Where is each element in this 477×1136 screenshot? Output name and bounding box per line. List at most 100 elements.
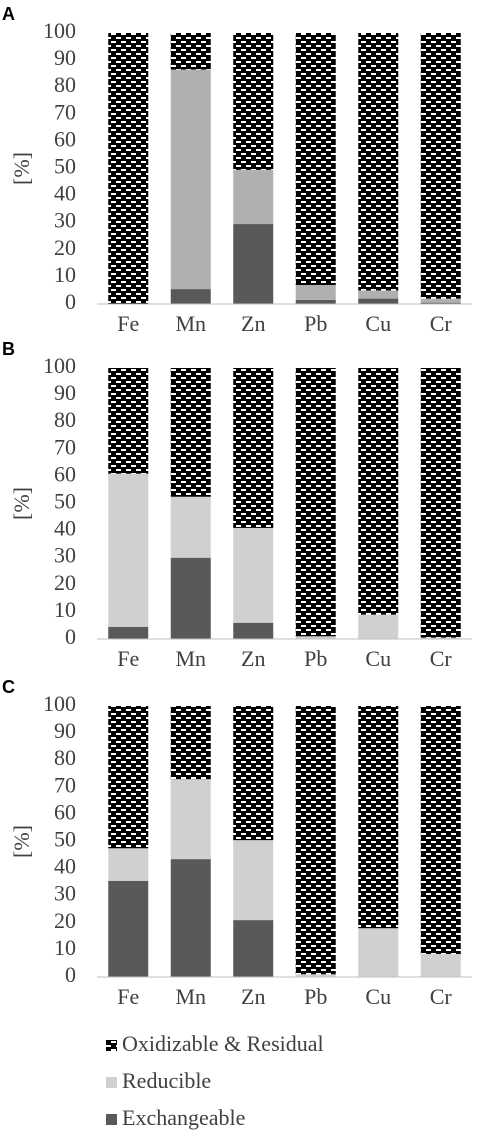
bar-segment [420,33,461,299]
legend-label: Exchangeable [122,1105,245,1130]
y-tick-label: 100 [43,691,76,716]
bar-segment [170,33,211,70]
y-tick-label: 100 [43,18,76,43]
y-tick-label: 10 [54,935,76,960]
y-tick-label: 60 [54,799,76,824]
y-tick-label: 80 [54,407,76,432]
bar-segment [233,368,274,528]
x-tick-label: Zn [241,646,265,671]
y-tick-label: 0 [65,289,76,314]
bar-segment [108,880,149,977]
y-tick-label: 0 [65,962,76,987]
bar-segment [420,637,461,639]
x-tick-label: Cr [430,646,453,671]
bar-segment [108,626,149,639]
y-tick-label: 80 [54,745,76,770]
y-tick-label: 80 [54,72,76,97]
y-tick-label: 40 [54,854,76,879]
bar-segment [358,368,399,615]
x-tick-label: Fe [117,984,139,1009]
y-tick-label: 70 [54,772,76,797]
bar-segment [108,473,149,627]
x-tick-label: Fe [117,311,139,336]
bar-segment [170,368,211,497]
y-tick-label: 30 [54,543,76,568]
y-tick-label: 40 [54,181,76,206]
y-axis-label: [%] [9,152,34,185]
x-tick-label: Cr [430,311,453,336]
bar-segment [358,614,399,639]
bar-segment [295,299,336,304]
bar-segment [295,33,336,286]
bar-segment [170,779,211,860]
legend-swatch [106,1077,117,1088]
bar-segment [233,622,274,639]
bar-segment [108,848,149,881]
bar-segment [420,368,461,638]
panel-label: B [2,339,15,359]
bar-segment [170,859,211,977]
y-tick-label: 60 [54,126,76,151]
y-tick-label: 40 [54,516,76,541]
bar-segment [233,33,274,170]
bar-segment [358,706,399,929]
y-tick-label: 90 [54,45,76,70]
x-tick-label: Cu [365,984,391,1009]
panel-label: C [2,677,15,697]
y-tick-label: 20 [54,570,76,595]
bar-segment [295,368,336,637]
y-tick-label: 70 [54,434,76,459]
bar-segment [420,953,461,977]
y-tick-label: 30 [54,881,76,906]
bar-segment [295,974,336,977]
bar-segment [170,69,211,290]
bar-segment [170,289,211,304]
x-tick-label: Mn [175,984,206,1009]
y-tick-label: 100 [43,353,76,378]
bar-segment [420,706,461,954]
y-tick-label: 50 [54,827,76,852]
y-tick-label: 30 [54,208,76,233]
y-tick-label: 50 [54,154,76,179]
bar-segment [420,298,461,303]
x-tick-label: Cu [365,311,391,336]
x-tick-label: Zn [241,311,265,336]
bar-segment [358,33,399,291]
bar-segment [108,368,149,474]
bar-segment [358,928,399,977]
bar-segment [108,706,149,849]
bar-segment [358,290,399,299]
y-tick-label: 20 [54,908,76,933]
x-tick-label: Mn [175,311,206,336]
bar-segment [170,496,211,558]
x-tick-label: Cr [430,984,453,1009]
y-tick-label: 60 [54,461,76,486]
bar-segment [233,224,274,304]
bar-segment [295,285,336,300]
x-tick-label: Zn [241,984,265,1009]
y-tick-label: 70 [54,99,76,124]
bar-segment [233,706,274,841]
y-tick-label: 20 [54,235,76,260]
bar-segment [170,706,211,780]
x-tick-label: Fe [117,646,139,671]
y-tick-label: 50 [54,489,76,514]
bar-segment [358,298,399,304]
legend-label: Oxidizable & Residual [122,1031,324,1056]
x-tick-label: Mn [175,646,206,671]
y-tick-label: 0 [65,624,76,649]
bar-segment [170,557,211,639]
legend-swatch [106,1040,117,1051]
x-tick-label: Pb [304,311,327,336]
bar-segment [233,527,274,623]
x-tick-label: Pb [304,984,327,1009]
bar-segment [295,636,336,639]
x-tick-label: Pb [304,646,327,671]
panel-label: A [2,4,15,24]
bar-segment [233,840,274,921]
bar-segment [420,302,461,304]
legend-swatch [106,1114,117,1125]
y-tick-label: 10 [54,597,76,622]
bar-segment [233,920,274,977]
